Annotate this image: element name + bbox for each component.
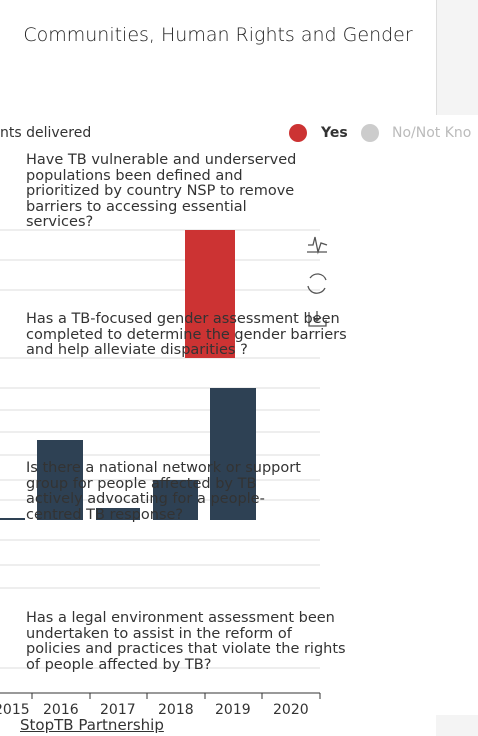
card-title: Communities, Human Rights and Gender [23, 24, 413, 46]
chart-area: nts delivered Yes No/Not Kno Have TB vul… [0, 115, 478, 715]
legend-item[interactable]: Yes [321, 125, 348, 141]
refresh-icon[interactable] [307, 273, 327, 294]
x-tick-label: 2019 [215, 702, 251, 715]
x-axis [0, 692, 321, 699]
question: Have TB vulnerable and underserved popul… [26, 152, 297, 230]
bar [153, 480, 198, 520]
legend-dot-yes[interactable] [289, 124, 307, 142]
question: Has a TB-focused gender assessment been … [26, 311, 347, 358]
footer: StopTB Partnership [0, 715, 436, 736]
line-chart-icon[interactable] [308, 236, 328, 255]
bar [185, 230, 235, 358]
footer-link[interactable]: StopTB Partnership [20, 716, 164, 734]
bar [37, 440, 83, 520]
x-tick-label: 2020 [273, 702, 309, 715]
card: Communities, Human Rights and Gender [0, 0, 437, 115]
legend-label: nts delivered [0, 125, 92, 141]
grid [0, 229, 320, 669]
bar [210, 388, 256, 520]
legend-dot-no[interactable] [361, 124, 379, 142]
question: Is there a national network or support g… [26, 460, 301, 523]
x-tick-label: 2018 [158, 702, 194, 715]
x-tick-label: 2015 [0, 702, 30, 715]
bar [96, 508, 140, 520]
download-icon[interactable] [308, 311, 327, 327]
question: Has a legal environment assessment been … [26, 610, 346, 673]
x-tick-label: 2017 [100, 702, 136, 715]
legend-item[interactable]: No/Not Kno [392, 125, 472, 141]
chart-graphics [0, 124, 379, 699]
x-tick-label: 2016 [43, 702, 79, 715]
